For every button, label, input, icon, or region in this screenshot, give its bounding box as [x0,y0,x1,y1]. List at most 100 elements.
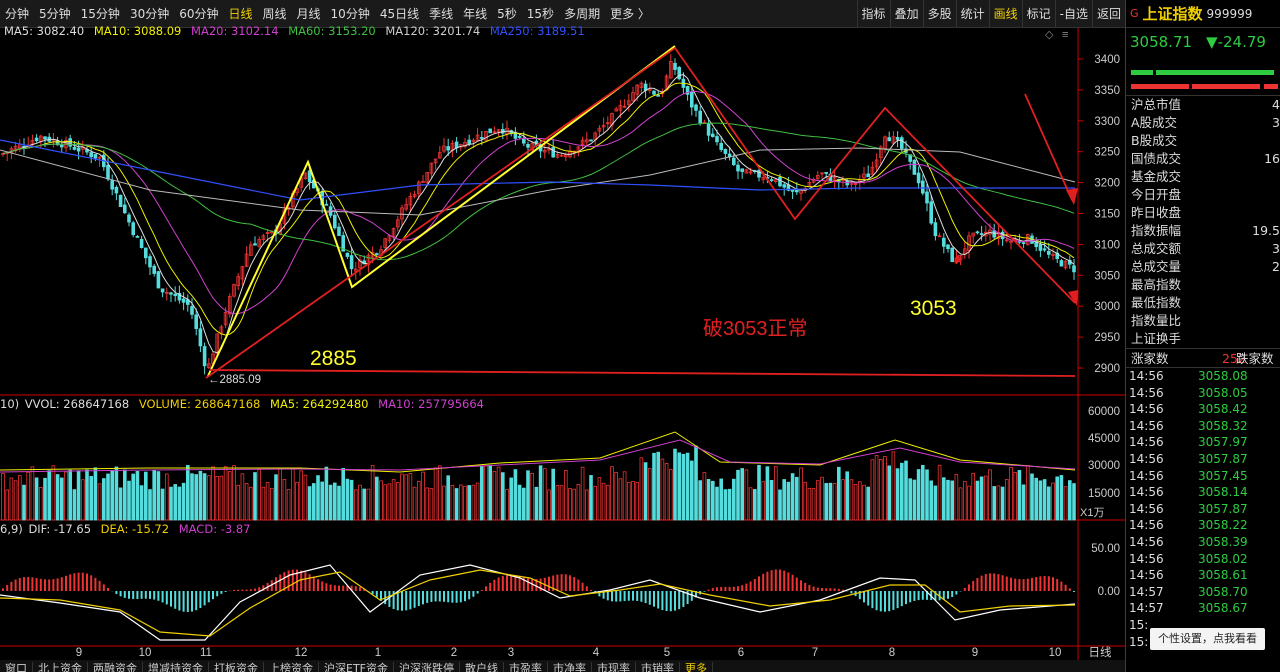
volume-bar [1,472,5,521]
stat-row: B股成交 [1126,132,1280,150]
tool-button[interactable]: -自选 [1054,0,1092,28]
bottom-tab[interactable]: 市盈率 [504,662,548,672]
volume-bar [753,489,757,521]
period-tab[interactable]: 月线 [296,7,321,21]
tool-button[interactable]: 指标 [856,0,890,28]
volume-bar [110,470,115,521]
volume-axis-label: 60000 [1088,406,1120,418]
bottom-tab[interactable]: 窗口 [0,662,33,672]
tool-button[interactable]: 统计 [955,0,989,28]
volume-bar [181,482,186,521]
volume-bar [89,475,94,521]
period-tab[interactable]: 日线 [228,7,253,21]
candle-body [685,86,690,95]
bottom-tab[interactable]: 沪深涨跌停 [394,662,460,672]
tick-time: 14:56 [1129,485,1164,500]
volume-bar [261,486,266,521]
volume-bar [748,487,753,521]
volume-bar [879,459,883,521]
trendline-red [205,46,1076,379]
period-tab[interactable]: 更多 〉 [610,7,650,21]
volume-bar [471,484,476,521]
volume-bar [1026,465,1030,521]
month-label: 8 [889,647,895,659]
volume-bar [782,479,786,521]
candle-body [719,142,723,150]
tick-list[interactable]: 14:56 3058.08 14:56 3058.05 14:56 3058.42 14:5… [1126,368,1280,650]
volume-bar [1072,483,1076,521]
period-tab[interactable]: 30分钟 [129,7,170,21]
vol-ma5-label: MA5: 264292480 [270,397,369,411]
quote-header: G 上证指数 999999 [1126,0,1280,28]
candle-body [698,110,702,124]
candle-body [517,136,522,138]
macd-label: MACD: -3.87 [178,522,251,536]
volume-bar [543,468,547,521]
bottom-tab[interactable]: 两融资金 [88,662,143,672]
period-tab[interactable]: 5分钟 [39,7,71,21]
volume-bar [900,462,904,521]
tool-button[interactable]: 返回 [1091,0,1125,28]
tick-price: 3058.22 [1198,518,1248,533]
volume-bar [673,448,677,521]
volume-bar [215,476,220,521]
volume-bar [635,482,639,521]
tick-time: 14:56 [1129,435,1164,450]
stat-row: 上证换手 [1126,330,1280,348]
candle-body [72,147,77,150]
tool-button[interactable]: 叠加 [889,0,923,28]
volume-bar [719,478,723,521]
candle-body [992,230,996,238]
volume-bar [643,462,648,521]
candle-body [690,91,694,108]
candle-body [895,136,900,140]
bottom-tab[interactable]: 沪深ETF资金 [319,662,394,672]
tick-price: 3058.08 [1198,369,1248,383]
volume-bar [811,488,816,521]
candle-body [933,222,938,237]
period-tab[interactable]: 5秒 [497,7,517,21]
stat-label: 最高指数 [1131,277,1182,292]
period-tab[interactable]: 60分钟 [179,7,219,21]
period-tab[interactable]: 周线 [262,7,287,21]
stat-label: 指数量比 [1131,313,1182,328]
index-code: 999999 [1206,6,1253,21]
tool-button[interactable]: 多股 [922,0,956,28]
volume-bar [194,474,199,521]
candle-body [1063,260,1068,269]
volume-bar [874,455,879,521]
volume-bar [253,472,257,521]
stats-list: 沪总市值 4 A股成交 3 B股成交 国债成交 16 基金成交 今日开盘 昨日收盘 指数振幅 19… [1126,96,1280,348]
volume-bar [366,488,371,521]
period-tab[interactable]: 季线 [429,7,454,21]
period-tab[interactable]: 10分钟 [330,7,370,21]
period-tab[interactable]: 年线 [463,7,488,21]
candle-body [13,145,18,152]
candle-body [580,139,585,145]
period-tab[interactable]: 多周期 [564,7,601,21]
bottom-tab[interactable]: 市净率 [548,662,592,672]
index-name[interactable]: 上证指数 [1142,5,1203,23]
volume-bar [681,453,686,521]
bottom-tab[interactable]: 散户线 [460,662,504,672]
period-tab[interactable]: 45日线 [379,7,420,21]
candle-body [627,100,631,105]
bottom-tab[interactable]: 市销率 [636,662,680,672]
bottom-tab[interactable]: 北上资金 [33,662,88,672]
settings-tooltip[interactable]: 个性设置，点我看看 [1150,628,1265,650]
volume-bar [702,472,707,521]
bottom-tab[interactable]: 增减持资金 [143,662,209,672]
bottom-tab[interactable]: 打板资金 [209,662,264,672]
bottom-tab[interactable]: 市现率 [592,662,636,672]
candle-body [479,137,484,139]
tool-button[interactable]: 标记 [1021,0,1055,28]
volume-bar [97,483,102,521]
tick-price: 3058.02 [1198,551,1248,566]
volume-bar [64,471,68,521]
period-tab[interactable]: 分钟 [5,7,30,21]
period-tab[interactable]: 15秒 [526,7,555,21]
bottom-tab[interactable]: 上榜资金 [264,662,319,672]
bottom-tab[interactable]: 更多 [680,662,713,672]
tool-button[interactable]: 画线 [988,0,1022,28]
period-tab[interactable]: 15分钟 [80,7,120,21]
